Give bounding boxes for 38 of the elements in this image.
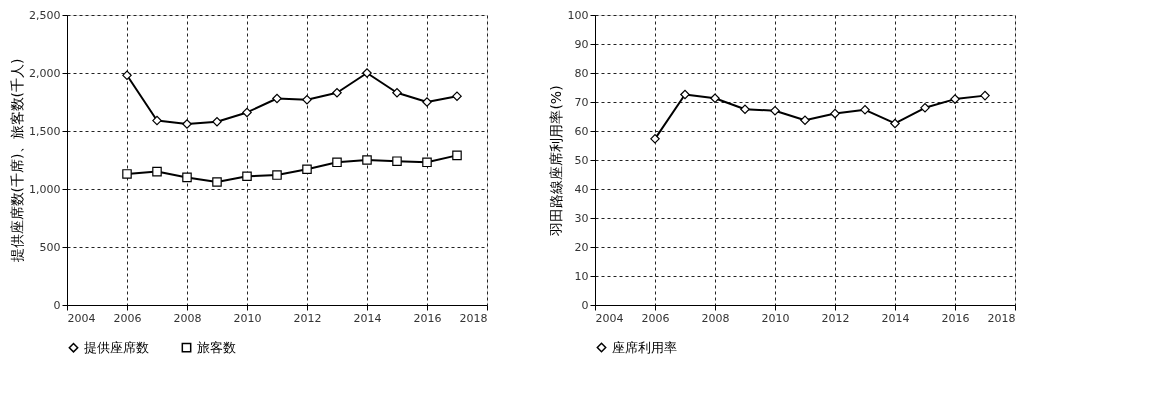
y-tick-label: 1,500 <box>29 124 61 138</box>
y-tick-label: 2,000 <box>29 66 61 80</box>
y-tick-label: 50 <box>574 153 589 167</box>
y-tick-label: 10 <box>574 269 589 283</box>
y-tick-label: 100 <box>567 8 589 22</box>
x-tick-label: 2008 <box>173 311 202 325</box>
x-tick-label: 2016 <box>413 311 442 325</box>
y-axis-title: 羽田路線座席利用率(%) <box>547 85 564 237</box>
x-tick-label: 2016 <box>941 311 970 325</box>
y-axis-title: 提供座席数(千席)、旅客数(千人) <box>9 58 26 263</box>
y-tick-label: 20 <box>574 240 589 254</box>
x-tick-label: 2004 <box>67 311 96 325</box>
y-tick-label: 500 <box>39 240 61 254</box>
y-tick-label: 0 <box>53 298 61 312</box>
y-tick-label: 1,000 <box>29 182 61 196</box>
y-tick-label: 0 <box>581 298 589 312</box>
y-tick-label: 60 <box>574 124 589 138</box>
legend-label: 旅客数 <box>197 339 236 355</box>
y-tick-label: 30 <box>574 211 589 225</box>
x-tick-label: 2010 <box>233 311 262 325</box>
y-tick-label: 40 <box>574 182 589 196</box>
y-tick-label: 80 <box>574 66 589 80</box>
legend-label: 座席利用率 <box>612 339 677 355</box>
legend-label: 提供座席数 <box>84 339 149 355</box>
x-tick-label: 2018 <box>987 311 1016 325</box>
x-tick-label: 2010 <box>761 311 790 325</box>
y-tick-label: 2,500 <box>29 8 61 22</box>
x-tick-label: 2006 <box>113 311 142 325</box>
y-tick-label: 70 <box>574 95 589 109</box>
x-tick-label: 2004 <box>595 311 624 325</box>
x-tick-label: 2008 <box>701 311 730 325</box>
x-tick-label: 2006 <box>641 311 670 325</box>
x-tick-label: 2012 <box>821 311 850 325</box>
x-tick-label: 2014 <box>353 311 382 325</box>
y-tick-label: 90 <box>574 37 589 51</box>
x-tick-label: 2014 <box>881 311 910 325</box>
x-tick-label: 2012 <box>293 311 322 325</box>
x-tick-label: 2018 <box>459 311 488 325</box>
